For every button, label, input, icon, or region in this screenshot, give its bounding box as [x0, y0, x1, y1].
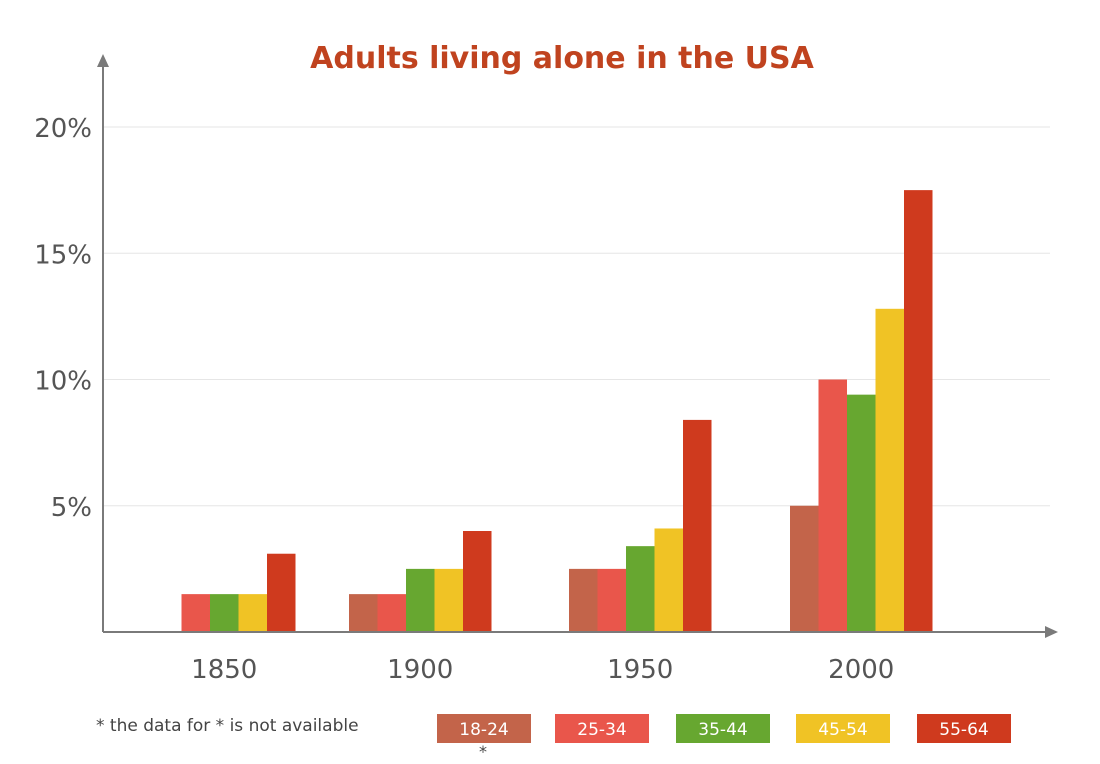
bar-35-44-1850: [210, 594, 239, 632]
bar-45-54-1850: [238, 594, 267, 632]
legend-item-18-24: 18-24: [437, 714, 531, 743]
legend-swatch: [555, 714, 649, 743]
bar-55-64-2000: [904, 190, 933, 632]
bar-25-34-2000: [818, 379, 847, 632]
bar-25-34-1950: [597, 568, 626, 632]
x-tick-label: 2000: [828, 655, 894, 685]
legend: 18-24 25-34 35-44 45-54 55-64: [437, 714, 1011, 743]
bar-35-44-2000: [847, 394, 876, 632]
y-tick-label: 5%: [51, 493, 92, 523]
bar-25-34-1850: [181, 594, 210, 632]
bar-35-44-1900: [406, 568, 435, 632]
bar-18-24-2000: [790, 505, 819, 632]
x-tick-label: 1950: [607, 655, 673, 685]
bars: [181, 190, 933, 632]
legend-label: 45-54: [818, 720, 867, 740]
legend-swatch: [796, 714, 890, 743]
bar-35-44-1950: [626, 546, 655, 632]
x-axis-arrow: [1045, 626, 1058, 638]
bar-45-54-2000: [875, 308, 904, 632]
legend-swatch: [917, 714, 1011, 743]
legend-label: 25-34: [577, 720, 626, 740]
chart-title: Adults living alone in the USA: [310, 41, 814, 76]
legend-swatch: [676, 714, 770, 743]
axes: [97, 54, 1058, 638]
legend-item-55-64: 55-64: [917, 714, 1011, 743]
legend-label: 18-24: [459, 720, 508, 740]
y-tick-label: 20%: [34, 114, 92, 144]
bar-55-64-1850: [267, 553, 296, 632]
bar-45-54-1950: [654, 528, 683, 632]
bar-18-24-1950: [569, 568, 598, 632]
x-tick-label: 1900: [387, 655, 453, 685]
y-tick-label: 10%: [34, 367, 92, 397]
legend-swatch: [437, 714, 531, 743]
legend-item-25-34: 25-34: [555, 714, 649, 743]
legend-na-marker: *: [479, 742, 487, 761]
legend-item-45-54: 45-54: [796, 714, 890, 743]
legend-label: 35-44: [698, 720, 747, 740]
labels: 5% 10% 15% 20% 1850 1900 1950 2000 Adults living…: [34, 41, 894, 685]
legend-label: 55-64: [939, 720, 988, 740]
bar-45-54-1900: [434, 568, 463, 632]
bar-25-34-1900: [377, 594, 406, 632]
legend-item-35-44: 35-44: [676, 714, 770, 743]
footnote-na: * the data for * is not available: [96, 716, 359, 736]
y-axis-arrow: [97, 54, 109, 67]
bar-55-64-1950: [683, 419, 712, 632]
x-tick-label: 1850: [191, 655, 257, 685]
y-tick-label: 15%: [34, 240, 92, 270]
bar-55-64-1900: [463, 531, 492, 632]
bar-18-24-1900: [349, 594, 378, 632]
